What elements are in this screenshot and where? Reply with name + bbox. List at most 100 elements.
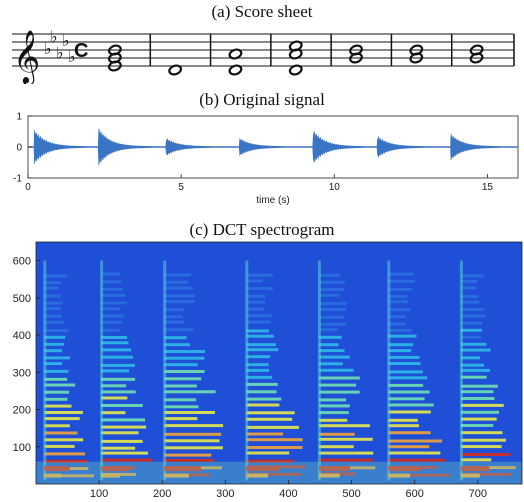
- fundamental-band: [388, 466, 421, 472]
- flat-icon: ♭: [68, 49, 76, 66]
- harmonic-band: [164, 273, 191, 277]
- harmonic-band: [44, 281, 62, 285]
- harmonic-band: [460, 368, 490, 372]
- low-frequency-floor: [36, 461, 522, 484]
- harmonic-band: [460, 342, 487, 346]
- harmonic-band: [388, 287, 413, 291]
- x-tick-label: 700: [469, 488, 487, 500]
- harmonic-band: [246, 446, 303, 449]
- harmonic-band: [318, 437, 373, 441]
- harmonic-band: [388, 410, 431, 414]
- harmonic-band: [460, 417, 497, 421]
- harmonic-band: [388, 418, 418, 422]
- harmonic-band: [101, 328, 120, 332]
- fundamental-band: [101, 473, 120, 478]
- harmonic-band: [460, 397, 495, 400]
- harmonic-band: [460, 321, 483, 325]
- harmonic-band: [246, 451, 290, 455]
- note-segment: [387, 260, 451, 481]
- score-sheet: 𝄞 ♭♭♭♭♭C: [12, 29, 515, 84]
- harmonic-band: [460, 431, 503, 435]
- harmonic-band: [101, 314, 124, 318]
- harmonic-band: [164, 398, 197, 402]
- harmonic-band: [460, 403, 504, 407]
- harmonic-band: [318, 308, 346, 312]
- harmonic-band: [460, 356, 480, 360]
- whole-note: [228, 64, 243, 76]
- harmonic-band: [246, 403, 280, 407]
- y-tick-label: 600: [13, 256, 31, 268]
- harmonic-band: [44, 459, 88, 463]
- harmonic-band: [388, 424, 419, 428]
- harmonic-band: [460, 472, 512, 476]
- harmonic-band: [388, 295, 407, 298]
- signal-title: (b) Original signal: [199, 90, 325, 109]
- fundamental-band: [460, 473, 480, 478]
- harmonic-band: [164, 300, 195, 304]
- harmonic-band: [164, 343, 191, 347]
- harmonic-band: [164, 370, 205, 373]
- harmonic-band: [164, 453, 212, 457]
- fundamental-band: [164, 473, 189, 478]
- fundamental-band: [388, 473, 411, 478]
- note-segment: [245, 260, 306, 481]
- harmonic-band: [460, 363, 484, 367]
- harmonic-band: [44, 411, 83, 414]
- x-tick-label: 300: [216, 488, 234, 500]
- onset-transient: [245, 260, 249, 481]
- y-tick-label: 300: [13, 367, 31, 379]
- harmonic-band: [164, 439, 220, 443]
- whole-note: [409, 44, 424, 56]
- harmonic-band: [164, 315, 183, 319]
- harmonic-band: [101, 348, 132, 352]
- harmonic-band: [388, 362, 421, 365]
- harmonic-band: [460, 335, 481, 339]
- harmonic-band: [460, 384, 498, 388]
- fundamental-band: [460, 466, 490, 472]
- harmonic-band: [460, 314, 486, 318]
- harmonic-band: [101, 458, 153, 462]
- harmonic-band: [101, 355, 133, 359]
- harmonic-band: [246, 425, 299, 429]
- time-signature: C: [74, 40, 88, 62]
- fundamental-band: [318, 473, 340, 478]
- fundamental-band: [318, 466, 351, 472]
- y-tick-label: 100: [13, 442, 31, 454]
- harmonic-band: [164, 405, 199, 409]
- harmonic-band: [101, 307, 120, 311]
- harmonic-band: [101, 377, 136, 381]
- harmonic-band: [388, 328, 412, 332]
- harmonic-band: [460, 300, 480, 304]
- harmonic-band: [388, 279, 415, 283]
- harmonic-band: [164, 294, 196, 298]
- harmonic-band: [44, 349, 63, 353]
- note-segment: [459, 260, 516, 481]
- note-segment: [163, 260, 224, 481]
- harmonic-band: [101, 301, 127, 305]
- harmonic-band: [101, 390, 136, 394]
- harmonic-band: [246, 355, 271, 359]
- harmonic-band: [246, 438, 303, 442]
- harmonic-band: [460, 424, 494, 427]
- harmonic-band: [318, 451, 374, 455]
- harmonic-band: [44, 306, 61, 310]
- whole-note: [349, 44, 363, 56]
- harmonic-band: [460, 280, 478, 283]
- y-tick-label: 400: [13, 330, 31, 342]
- harmonic-band: [318, 404, 350, 408]
- fundamental-band: [246, 466, 279, 472]
- harmonic-band: [164, 377, 202, 381]
- harmonic-band: [460, 375, 487, 379]
- harmonic-band: [164, 384, 197, 388]
- fundamental-band: [44, 473, 62, 478]
- x-tick-label: 0: [25, 182, 31, 193]
- harmonic-band: [101, 425, 147, 429]
- x-tick-label: 100: [90, 488, 108, 500]
- onset-transient: [100, 260, 104, 481]
- whole-note: [168, 64, 183, 76]
- harmonic-band: [164, 432, 222, 436]
- harmonic-band: [318, 343, 339, 347]
- harmonic-band: [44, 329, 69, 333]
- harmonic-band: [101, 446, 136, 450]
